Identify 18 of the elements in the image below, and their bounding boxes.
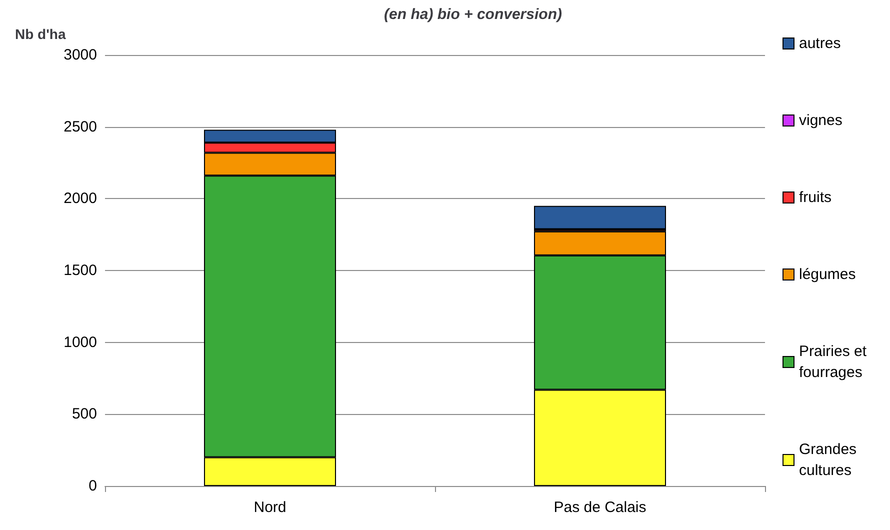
y-tick-label: 0 bbox=[88, 478, 97, 494]
chart-title: (en ha) bio + conversion) bbox=[384, 6, 562, 23]
y-axis-title: Nb d'ha bbox=[15, 26, 66, 42]
y-tick-label: 500 bbox=[72, 406, 97, 423]
x-tick-label: Nord bbox=[254, 499, 286, 516]
legend-label: légumes bbox=[799, 266, 856, 283]
y-tick-label: 1500 bbox=[64, 262, 97, 279]
legend-label: vignes bbox=[799, 112, 842, 129]
y-tick-label: 1000 bbox=[64, 334, 97, 351]
legend-label: Prairies et fourrages bbox=[799, 343, 871, 381]
bar bbox=[534, 206, 666, 230]
y-tick-label: 2500 bbox=[64, 118, 97, 136]
legend-label: autres bbox=[799, 35, 841, 52]
y-tick-label: 2000 bbox=[64, 190, 97, 208]
legend-label: Grandes cultures bbox=[799, 441, 861, 479]
legend-label: fruits bbox=[799, 189, 832, 206]
x-tick-label: Pas de Calais bbox=[554, 499, 646, 516]
y-tick-label: 3000 bbox=[64, 46, 97, 64]
